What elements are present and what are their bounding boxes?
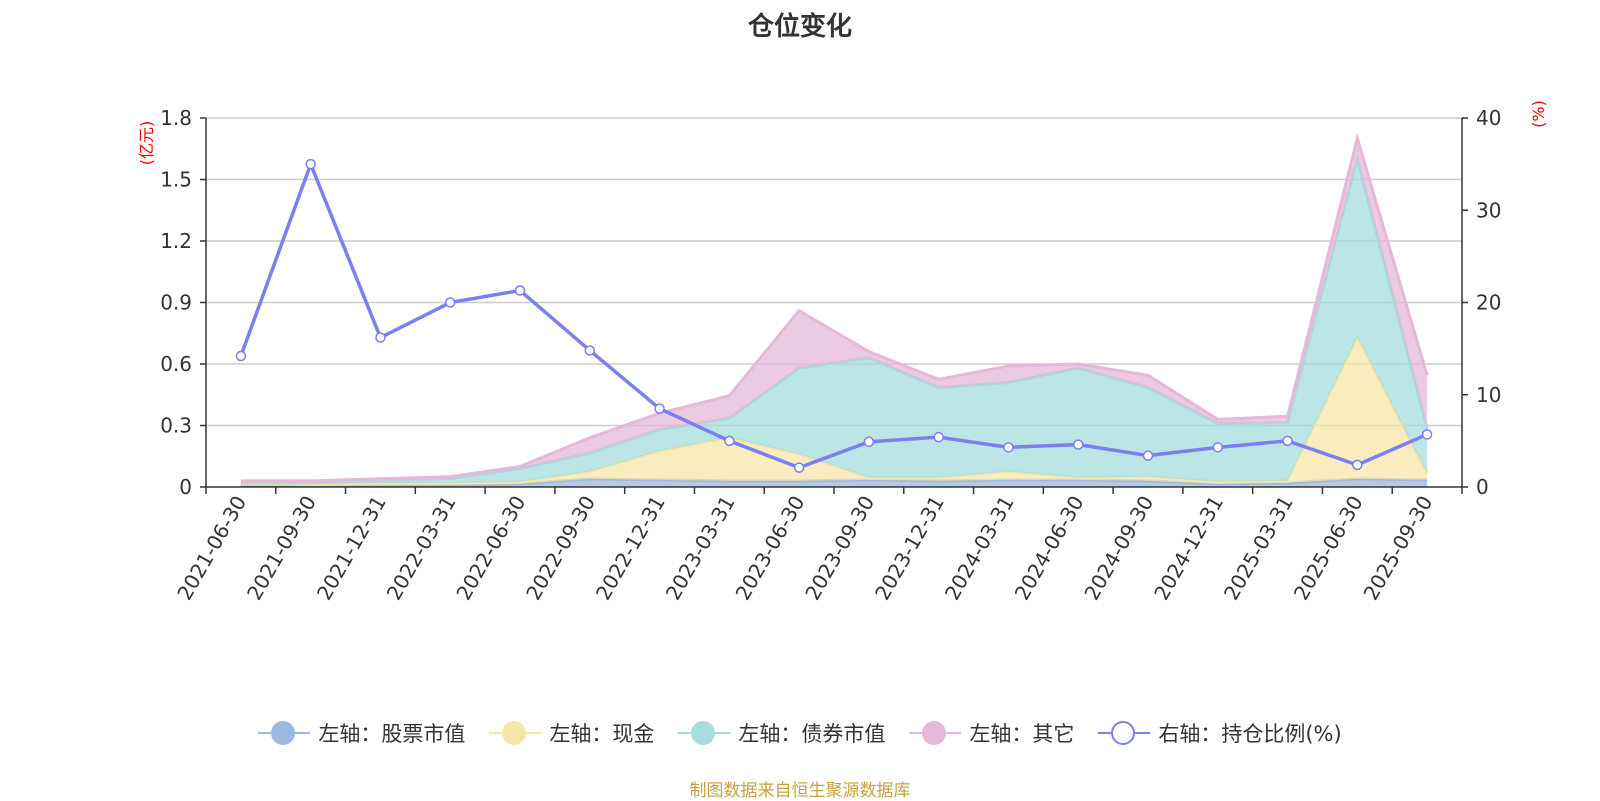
chart-canvas: 00.30.60.91.21.51.80102030402021-06-3020… [137, 100, 1548, 605]
line-point [1421, 429, 1433, 440]
legend-swatch [909, 719, 962, 747]
line-point [793, 462, 805, 473]
legend-label: 左轴：债券市值 [738, 722, 886, 746]
legend-label: 左轴：现金 [549, 722, 655, 746]
legend-item-3[interactable]: 左轴：其它 [909, 718, 1074, 748]
x-axis-tick-label: 2024-12-31 [1149, 492, 1228, 605]
legend-item-0[interactable]: 左轴：股票市值 [258, 718, 465, 748]
x-axis-tick-label: 2021-09-30 [242, 492, 321, 605]
legend-swatch-dot [502, 721, 527, 745]
legend-label: 左轴：股票市值 [318, 722, 466, 746]
x-axis-tick-label: 2023-12-31 [870, 492, 949, 605]
legend-swatch [489, 719, 542, 747]
x-axis-tick-label: 2022-06-30 [451, 492, 530, 605]
left-axis-unit: (亿元) [137, 121, 156, 166]
line-point [375, 332, 386, 343]
left-axis-tick-label: 1.2 [160, 229, 192, 253]
line-point [235, 350, 247, 362]
line-point [654, 403, 665, 414]
right-axis-tick-label: 30 [1476, 198, 1501, 222]
x-axis-tick-label: 2021-06-30 [172, 492, 251, 605]
x-axis-tick-label: 2022-12-31 [591, 492, 670, 605]
x-axis-tick-label: 2022-09-30 [521, 492, 600, 605]
x-axis-tick-label: 2025-09-30 [1359, 492, 1438, 605]
line-point [305, 158, 316, 170]
line-point [514, 285, 526, 296]
legend-swatch-dot [922, 721, 947, 745]
legend-item-2[interactable]: 左轴：债券市值 [678, 718, 885, 748]
line-point [444, 297, 456, 308]
source-note: 制图数据来自恒生聚源数据库 [689, 781, 911, 801]
line-point [1003, 442, 1014, 453]
left-axis-tick-label: 0 [179, 475, 192, 499]
line-point [724, 435, 735, 447]
legend-swatch [258, 719, 311, 747]
line-point [1212, 442, 1224, 453]
line-series-0 [239, 159, 1428, 470]
line-point [933, 431, 944, 443]
line-point [1282, 435, 1293, 447]
x-axis-tick-label: 2021-12-31 [312, 492, 391, 605]
right-axis-tick-label: 20 [1476, 291, 1501, 315]
left-axis-tick-label: 1.5 [160, 168, 192, 192]
right-axis-unit: (%) [1529, 100, 1548, 128]
x-axis-tick-label: 2022-03-31 [382, 492, 461, 605]
right-axis-tick-label: 0 [1476, 475, 1489, 499]
x-axis-tick-label: 2024-03-31 [940, 492, 1019, 605]
x-axis-tick-label: 2023-03-31 [661, 492, 740, 605]
legend-swatch-dot [271, 721, 296, 745]
line-point [1352, 459, 1363, 471]
legend-item-4[interactable]: 右轴：持仓比例(%) [1098, 718, 1342, 748]
area-series-edge-3 [240, 132, 1429, 483]
area-series-2 [240, 159, 1428, 484]
chart-legend: 左轴：股票市值 左轴：现金 左轴：债券市值 左轴：其它 右轴：持仓比例(%) [0, 718, 1600, 748]
x-axis-tick-label: 2024-06-30 [1010, 492, 1089, 605]
x-axis-tick-label: 2023-06-30 [731, 492, 810, 605]
left-axis-tick-label: 0.9 [160, 291, 192, 315]
legend-swatch-dot [1111, 721, 1136, 745]
line-point [863, 436, 875, 448]
area-series-1 [240, 337, 1428, 486]
left-axis-tick-label: 0.6 [160, 352, 192, 376]
legend-swatch-dot [691, 721, 716, 745]
legend-swatch [678, 719, 731, 747]
left-axis-tick-label: 0.3 [160, 414, 192, 438]
chart-title: 仓位变化 [747, 12, 852, 42]
left-axis-tick-label: 1.8 [160, 106, 192, 130]
legend-label: 右轴：持仓比例(%) [1158, 722, 1342, 746]
line-point [584, 345, 596, 356]
line-point [1072, 439, 1084, 450]
legend-item-1[interactable]: 左轴：现金 [489, 718, 654, 748]
x-axis-tick-label: 2023-09-30 [800, 492, 879, 605]
right-axis-tick-label: 40 [1476, 106, 1501, 130]
right-axis-tick-label: 10 [1476, 383, 1501, 407]
line-point [1142, 450, 1154, 461]
x-axis-tick-label: 2024-09-30 [1079, 492, 1158, 605]
x-axis-tick-label: 2025-06-30 [1289, 492, 1368, 605]
x-axis-tick-label: 2025-03-31 [1219, 492, 1298, 605]
legend-label: 左轴：其它 [969, 722, 1075, 746]
legend-swatch [1098, 719, 1151, 747]
